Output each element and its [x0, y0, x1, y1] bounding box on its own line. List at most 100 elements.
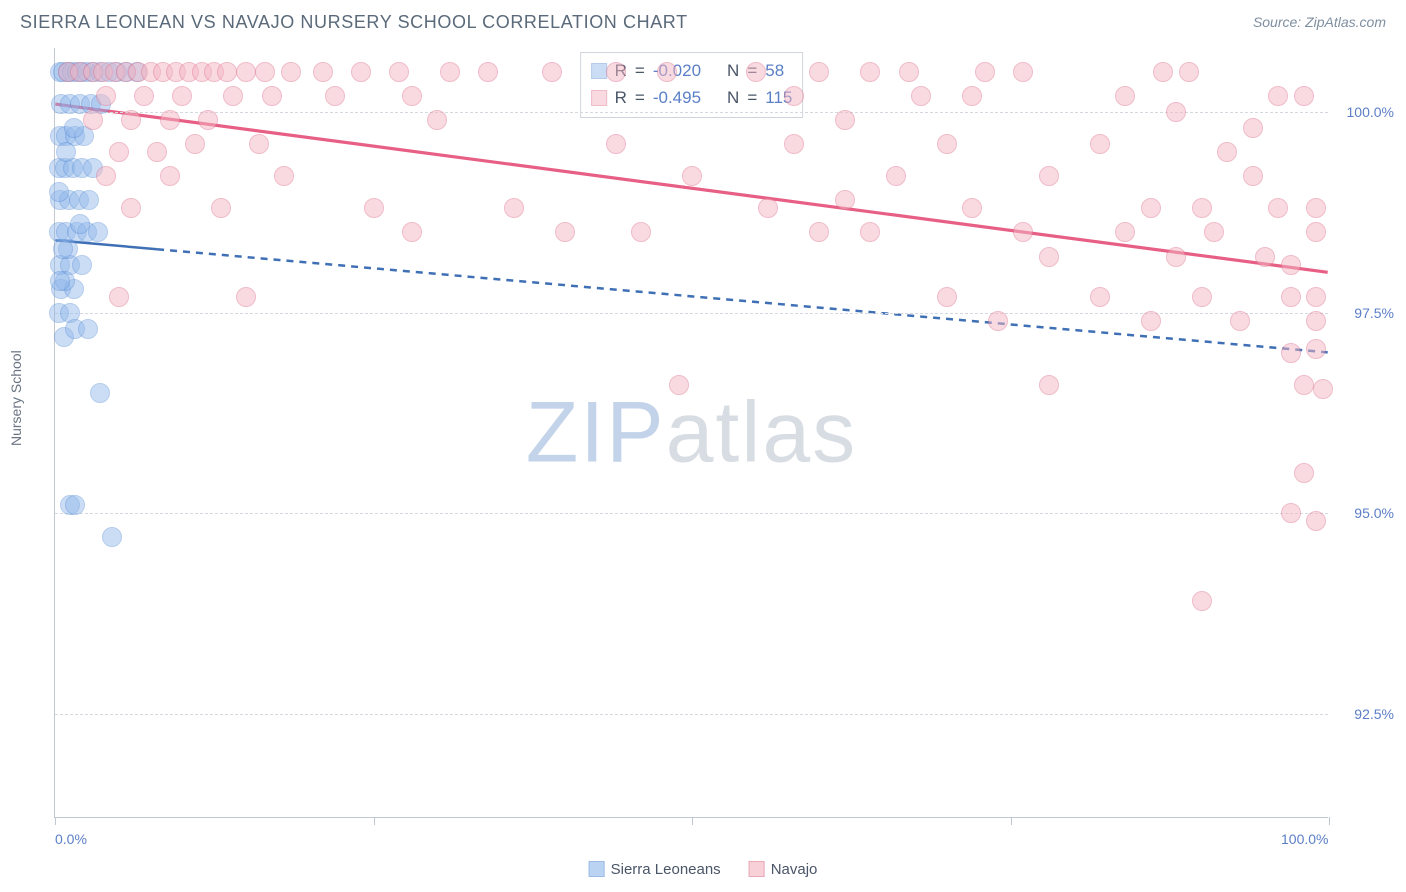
navajo-marker — [784, 86, 804, 106]
navajo-marker — [1039, 166, 1059, 186]
navajo-marker — [1281, 255, 1301, 275]
navajo-marker — [1013, 222, 1033, 242]
navajo-marker — [669, 375, 689, 395]
navajo-marker — [1141, 198, 1161, 218]
navajo-marker — [96, 166, 116, 186]
navajo-marker — [1281, 287, 1301, 307]
navajo-marker — [255, 62, 275, 82]
x-tick — [55, 817, 56, 825]
navajo-swatch-icon — [591, 90, 607, 106]
navajo-marker — [1306, 198, 1326, 218]
navajo-marker — [835, 110, 855, 130]
navajo-marker — [96, 86, 116, 106]
navajo-marker — [835, 190, 855, 210]
navajo-marker — [1166, 247, 1186, 267]
y-tick-label: 92.5% — [1334, 706, 1394, 722]
gridline — [55, 313, 1328, 314]
sierra-marker — [70, 214, 90, 234]
chart-container: SIERRA LEONEAN VS NAVAJO NURSERY SCHOOL … — [0, 0, 1406, 892]
sierra-marker — [65, 495, 85, 515]
x-tick — [1329, 817, 1330, 825]
navajo-marker — [1306, 222, 1326, 242]
gridline — [55, 112, 1328, 113]
sierra-marker — [50, 271, 70, 291]
navajo-marker — [1281, 503, 1301, 523]
navajo-trendline — [55, 104, 1327, 272]
sierra-marker — [53, 239, 73, 259]
navajo-marker — [160, 110, 180, 130]
plot-area: ZIPatlas R=-0.020N=58R=-0.495N=115 100.0… — [54, 48, 1328, 818]
legend-label: Sierra Leoneans — [611, 861, 721, 878]
navajo-marker — [1306, 339, 1326, 359]
watermark-part2: atlas — [666, 384, 858, 480]
navajo-marker — [1268, 198, 1288, 218]
sierra-marker — [90, 383, 110, 403]
navajo-marker — [402, 222, 422, 242]
y-axis-label: Nursery School — [8, 350, 24, 446]
stats-eq: = — [635, 57, 645, 84]
stats-eq: = — [635, 84, 645, 111]
stats-r-label: R — [615, 84, 627, 111]
navajo-marker — [1115, 86, 1135, 106]
navajo-marker — [1217, 142, 1237, 162]
navajo-marker — [147, 142, 167, 162]
navajo-marker — [962, 198, 982, 218]
y-tick-label: 97.5% — [1334, 305, 1394, 321]
sierra-swatch-icon — [591, 63, 607, 79]
x-tick — [692, 817, 693, 825]
navajo-marker — [1204, 222, 1224, 242]
navajo-marker — [121, 110, 141, 130]
gridline — [55, 513, 1328, 514]
navajo-marker — [1243, 166, 1263, 186]
trendlines-layer — [55, 48, 1328, 817]
title-bar: SIERRA LEONEAN VS NAVAJO NURSERY SCHOOL … — [20, 12, 1386, 40]
legend-label: Navajo — [771, 861, 818, 878]
navajo-marker — [1230, 311, 1250, 331]
y-tick-label: 100.0% — [1334, 104, 1394, 120]
navajo-marker — [1306, 311, 1326, 331]
navajo-marker — [962, 86, 982, 106]
legend-item-navajo: Navajo — [749, 861, 818, 878]
navajo-marker — [1179, 62, 1199, 82]
navajo-marker — [249, 134, 269, 154]
navajo-marker — [478, 62, 498, 82]
navajo-marker — [1039, 247, 1059, 267]
navajo-marker — [1013, 62, 1033, 82]
stats-n-label: N — [727, 84, 739, 111]
navajo-marker — [975, 62, 995, 82]
watermark-part1: ZIP — [526, 384, 666, 480]
sierra-swatch-icon — [589, 861, 605, 877]
navajo-marker — [1090, 287, 1110, 307]
sierra-marker — [88, 222, 108, 242]
navajo-marker — [886, 166, 906, 186]
navajo-marker — [364, 198, 384, 218]
navajo-marker — [1115, 222, 1135, 242]
sierra-marker — [64, 118, 84, 138]
navajo-marker — [682, 166, 702, 186]
navajo-marker — [1243, 118, 1263, 138]
navajo-marker — [1306, 511, 1326, 531]
navajo-marker — [606, 62, 626, 82]
stats-eq: = — [747, 84, 757, 111]
sierra-marker — [102, 527, 122, 547]
navajo-marker — [809, 62, 829, 82]
stats-r-value: -0.495 — [653, 84, 701, 111]
navajo-marker — [427, 110, 447, 130]
navajo-marker — [504, 198, 524, 218]
stats-n-label: N — [727, 57, 739, 84]
navajo-marker — [236, 62, 256, 82]
navajo-marker — [313, 62, 333, 82]
navajo-marker — [134, 86, 154, 106]
navajo-marker — [860, 62, 880, 82]
navajo-marker — [83, 110, 103, 130]
navajo-marker — [281, 62, 301, 82]
navajo-marker — [1090, 134, 1110, 154]
navajo-marker — [351, 62, 371, 82]
navajo-marker — [1039, 375, 1059, 395]
navajo-marker — [1306, 287, 1326, 307]
navajo-marker — [937, 134, 957, 154]
navajo-marker — [236, 287, 256, 307]
navajo-marker — [325, 86, 345, 106]
sierra-marker — [56, 142, 76, 162]
navajo-marker — [402, 86, 422, 106]
